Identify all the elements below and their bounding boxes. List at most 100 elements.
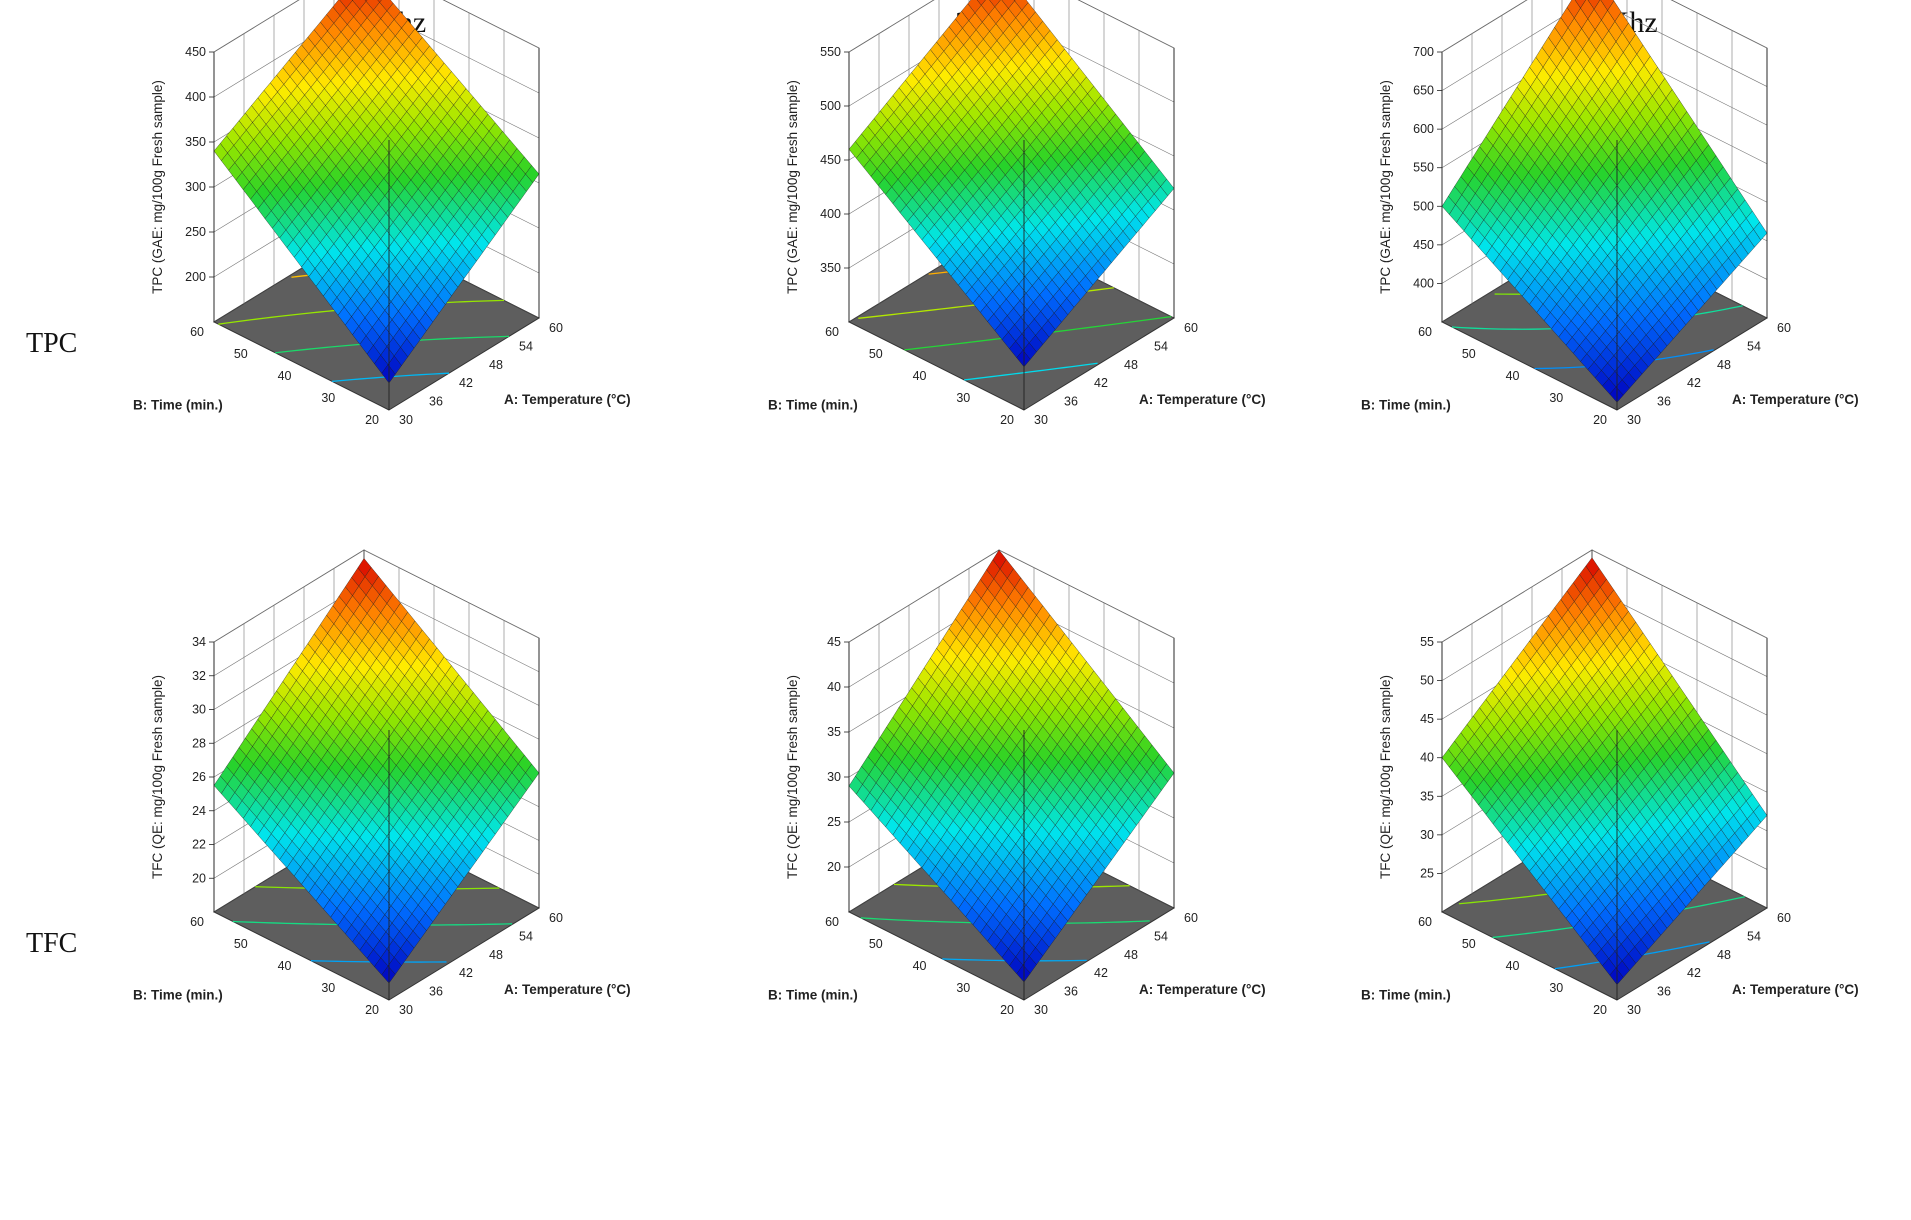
x-tick-label: 42: [1687, 376, 1701, 390]
z-tick-label: 25: [1420, 866, 1434, 880]
x-tick-label: 60: [1777, 321, 1791, 335]
z-tick-label: 30: [827, 770, 841, 784]
chart-tpc-40khz: 400 450 500 550 600 650 700 TPC (GAE: mg/100g F…: [1361, 0, 1859, 427]
x-tick-label: 48: [1717, 948, 1731, 962]
z-tick-label: 34: [192, 635, 206, 649]
x-tick-label: 36: [1064, 985, 1078, 999]
x-tick-label: 42: [459, 966, 473, 980]
z-tick-label: 550: [1413, 161, 1434, 175]
y-axis-label: B: Time (min.): [768, 398, 858, 413]
y-tick-label: 20: [1593, 1003, 1607, 1017]
y-axis-label: B: Time (min.): [1361, 398, 1451, 413]
x-tick-label: 48: [489, 948, 503, 962]
frame-edges: [848, 48, 1175, 410]
z-axis-label: TFC (QE: mg/100g Fresh sample): [1378, 675, 1393, 879]
y-tick-label: 40: [278, 369, 292, 383]
x-tick-label: 30: [399, 1003, 413, 1017]
x-tick-label: 36: [1657, 985, 1671, 999]
z-axis-label: TFC (QE: mg/100g Fresh sample): [150, 675, 165, 879]
y-tick-label: 40: [913, 959, 927, 973]
x-tick-label: 42: [1687, 966, 1701, 980]
y-tick-label: 50: [1462, 937, 1476, 951]
x-tick-label: 30: [399, 413, 413, 427]
chart-tfc-28khz: 20 25 30 35 40 45 TFC (QE: mg/100g Fresh sampl…: [768, 549, 1266, 1017]
z-tick-label: 450: [820, 153, 841, 167]
y-tick-label: 60: [1418, 915, 1432, 929]
response-surface: [1441, 0, 1768, 403]
x-tick-label: 48: [1124, 948, 1138, 962]
z-axis-label: TPC (GAE: mg/100g Fresh sample): [1378, 80, 1393, 294]
z-tick-label: 400: [185, 90, 206, 104]
z-tick-label: 650: [1413, 84, 1434, 98]
z-tick-label: 300: [185, 180, 206, 194]
x-axis-label: A: Temperature (°C): [1139, 982, 1266, 997]
z-tick-label: 400: [1413, 276, 1434, 290]
y-tick-label: 30: [1549, 391, 1563, 405]
chart-tpc-28khz: 350 400 450 500 550 TPC (GAE: mg/100g Fresh s…: [768, 0, 1266, 427]
y-tick-label: 60: [190, 325, 204, 339]
y-tick-label: 20: [1000, 413, 1014, 427]
x-tick-label: 42: [1094, 376, 1108, 390]
y-tick-label: 30: [1549, 981, 1563, 995]
frame-edges: [1441, 638, 1768, 1000]
z-tick-label: 500: [820, 99, 841, 113]
y-tick-label: 30: [321, 981, 335, 995]
z-tick-label: 50: [1420, 674, 1434, 688]
z-tick-label: 200: [185, 270, 206, 284]
y-tick-label: 60: [825, 915, 839, 929]
z-tick-label: 250: [185, 225, 206, 239]
y-tick-label: 30: [321, 391, 335, 405]
x-tick-label: 54: [1154, 339, 1168, 353]
z-tick-label: 24: [192, 804, 206, 818]
frame-edges: [1441, 48, 1768, 410]
y-tick-label: 50: [234, 347, 248, 361]
z-tick-label: 22: [192, 838, 206, 852]
z-tick-label: 45: [1420, 712, 1434, 726]
x-tick-label: 60: [1777, 911, 1791, 925]
x-axis-label: A: Temperature (°C): [1732, 392, 1859, 407]
x-tick-label: 54: [1154, 929, 1168, 943]
x-tick-label: 42: [459, 376, 473, 390]
z-tick-label: 600: [1413, 122, 1434, 136]
y-axis-label: B: Time (min.): [133, 988, 223, 1003]
y-tick-label: 20: [365, 413, 379, 427]
response-surface: [1441, 557, 1768, 985]
y-tick-label: 20: [365, 1003, 379, 1017]
y-tick-label: 50: [869, 937, 883, 951]
y-tick-label: 50: [234, 937, 248, 951]
x-tick-label: 60: [549, 911, 563, 925]
chart-tfc-40khz: 25 30 35 40 45 50 55 TFC (QE: mg/100g Fresh sam…: [1361, 549, 1859, 1017]
x-axis-label: A: Temperature (°C): [504, 982, 631, 997]
y-tick-label: 40: [278, 959, 292, 973]
y-tick-label: 40: [913, 369, 927, 383]
z-axis-label: TFC (QE: mg/100g Fresh sample): [785, 675, 800, 879]
response-surface: [848, 0, 1175, 368]
y-tick-label: 50: [1462, 347, 1476, 361]
z-tick-label: 30: [1420, 828, 1434, 842]
y-tick-label: 20: [1000, 1003, 1014, 1017]
x-tick-label: 48: [489, 358, 503, 372]
z-tick-label: 550: [820, 45, 841, 59]
y-axis-label: B: Time (min.): [133, 398, 223, 413]
z-tick-label: 350: [185, 135, 206, 149]
z-tick-label: 55: [1420, 635, 1434, 649]
y-axis-label: B: Time (min.): [1361, 988, 1451, 1003]
z-tick-label: 45: [827, 635, 841, 649]
chart-tpc-0khz: 200 250 300 350 400 450 TPC (GAE: mg/100g Fres…: [133, 0, 631, 427]
z-tick-label: 400: [820, 207, 841, 221]
response-surface: [848, 549, 1175, 983]
z-tick-label: 25: [827, 815, 841, 829]
y-tick-label: 60: [825, 325, 839, 339]
y-tick-label: 30: [956, 391, 970, 405]
row-title-tpc: TPC: [26, 328, 78, 359]
x-tick-label: 36: [429, 985, 443, 999]
z-tick-label: 450: [1413, 238, 1434, 252]
y-tick-label: 40: [1506, 369, 1520, 383]
response-surface: [213, 0, 540, 384]
y-axis-label: B: Time (min.): [768, 988, 858, 1003]
z-axis-label: TPC (GAE: mg/100g Fresh sample): [150, 80, 165, 294]
y-tick-label: 40: [1506, 959, 1520, 973]
z-tick-label: 700: [1413, 45, 1434, 59]
x-tick-label: 30: [1627, 1003, 1641, 1017]
y-tick-label: 50: [869, 347, 883, 361]
